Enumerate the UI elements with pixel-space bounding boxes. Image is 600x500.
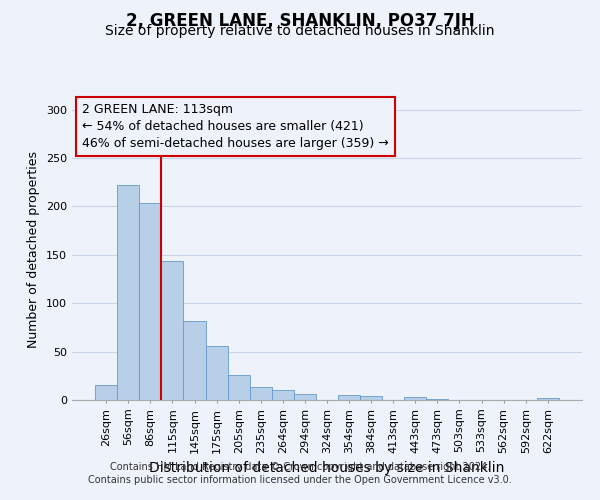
Bar — [117, 185, 139, 400]
Bar — [206, 346, 227, 400]
Bar — [537, 398, 559, 400]
X-axis label: Distribution of detached houses by size in Shanklin: Distribution of detached houses by size … — [149, 461, 505, 475]
Bar — [95, 386, 117, 400]
Text: Contains HM Land Registry data © Crown copyright and database right 2024.: Contains HM Land Registry data © Crown c… — [110, 462, 490, 472]
Bar — [294, 394, 316, 400]
Bar — [360, 396, 382, 400]
Bar — [161, 260, 184, 400]
Bar — [139, 202, 161, 400]
Bar — [250, 388, 272, 400]
Bar — [404, 397, 427, 400]
Bar — [338, 395, 360, 400]
Text: 2 GREEN LANE: 113sqm
← 54% of detached houses are smaller (421)
46% of semi-deta: 2 GREEN LANE: 113sqm ← 54% of detached h… — [82, 103, 389, 150]
Bar — [272, 390, 294, 400]
Bar — [227, 375, 250, 400]
Bar — [427, 399, 448, 400]
Text: 2, GREEN LANE, SHANKLIN, PO37 7JH: 2, GREEN LANE, SHANKLIN, PO37 7JH — [125, 12, 475, 30]
Text: Size of property relative to detached houses in Shanklin: Size of property relative to detached ho… — [105, 24, 495, 38]
Bar — [184, 320, 206, 400]
Text: Contains public sector information licensed under the Open Government Licence v3: Contains public sector information licen… — [88, 475, 512, 485]
Y-axis label: Number of detached properties: Number of detached properties — [28, 152, 40, 348]
